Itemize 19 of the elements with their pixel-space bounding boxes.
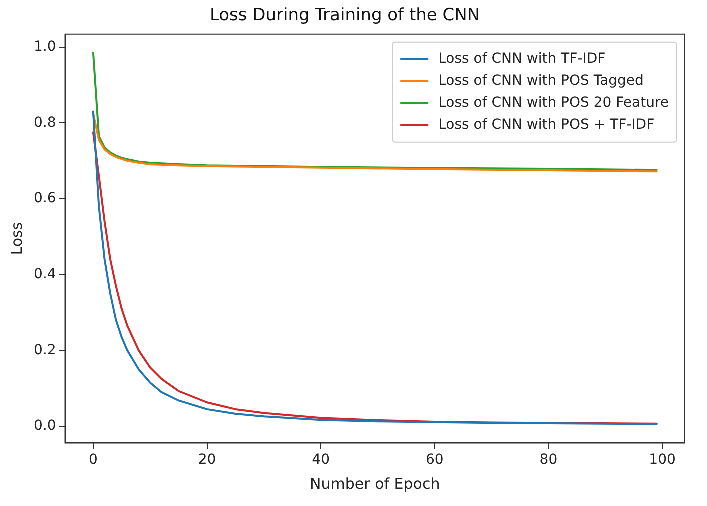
y-tick-label: 0.8: [34, 114, 56, 131]
x-tick-label: 20: [198, 452, 216, 468]
y-tick-label: 0.0: [34, 418, 56, 434]
legend-label: Loss of CNN with POS Tagged: [438, 73, 644, 90]
legend-label: Loss of CNN with POS + TF-IDF: [438, 117, 655, 134]
x-tick-label: 80: [540, 452, 558, 468]
x-tick-label: 100: [649, 452, 676, 468]
y-tick-label: 0.2: [34, 342, 56, 358]
x-axis-title: Number of Epoch: [310, 474, 440, 493]
x-tick-label: 0: [88, 452, 98, 468]
legend-label: Loss of CNN with POS 20 Feature: [438, 95, 670, 112]
y-axis-title: Loss: [8, 222, 26, 256]
chart-title: Loss During Training of the CNN: [210, 6, 480, 26]
legend-label: Loss of CNN with TF-IDF: [438, 51, 606, 68]
x-tick-label: 40: [312, 452, 330, 468]
x-tick-label: 60: [426, 452, 444, 468]
y-tick-label: 1.0: [34, 38, 56, 55]
y-tick-label: 0.6: [34, 190, 56, 207]
y-tick-label: 0.4: [34, 266, 56, 282]
